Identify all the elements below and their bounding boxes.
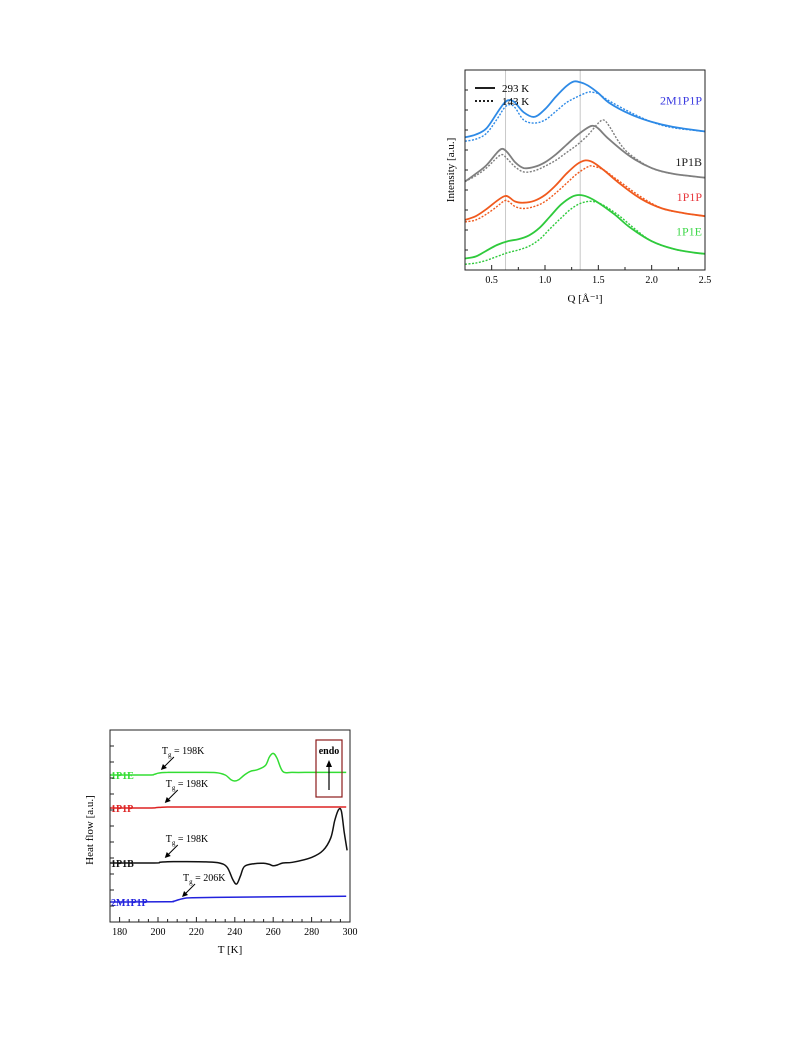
dsc-series-label-1p1e: 1P1E bbox=[111, 771, 134, 782]
dsc-series-label-2m1p1p: 2M1P1P bbox=[111, 898, 148, 909]
xrd-x-axis: 0.5 1.0 1.5 2.0 2.5 bbox=[464, 89, 712, 286]
dsc-series-1p1p bbox=[109, 806, 347, 809]
dsc-x-tick-label: 240 bbox=[227, 927, 242, 938]
xrd-chart-svg: 0.5 1.0 1.5 2.0 2.5 293 K 143 K Q [Å⁻¹] Inte… bbox=[445, 69, 712, 305]
dsc-x-tick-label: 180 bbox=[112, 927, 127, 938]
dsc-series-1p1b bbox=[109, 807, 348, 885]
xrd-series-2m1p1p-dotted bbox=[465, 91, 705, 142]
dsc-series-1p1e bbox=[109, 752, 347, 782]
xrd-series-1p1b-dotted bbox=[465, 119, 705, 183]
dsc-x-tick-label: 200 bbox=[151, 927, 166, 938]
xrd-series-1p1p-dotted bbox=[465, 165, 705, 223]
xrd-legend-solid-label: 293 K bbox=[502, 83, 529, 95]
dsc-tg-label-2m1p1p: Tg = 206K bbox=[183, 873, 226, 886]
dsc-plot-area: 1P1E Tg = 198K 1P1P Tg = 198K 1P1B Tg = 198K 2… bbox=[109, 746, 348, 909]
dsc-series-label-1p1b: 1P1B bbox=[111, 859, 134, 870]
endo-arrow-head-icon bbox=[326, 760, 332, 767]
xrd-series-label-1p1p: 1P1P bbox=[677, 190, 703, 204]
xrd-plot-area bbox=[465, 70, 705, 270]
xrd-x-tick-label: 2.0 bbox=[645, 275, 658, 286]
xrd-x-tick-label: 1.0 bbox=[539, 275, 552, 286]
dsc-tg-label-1p1p: Tg = 198K bbox=[166, 779, 209, 792]
xrd-series-1p1e-solid bbox=[465, 194, 705, 260]
xrd-y-axis-title: Intensity [a.u.] bbox=[445, 138, 457, 202]
dsc-plot-frame bbox=[109, 729, 351, 923]
dsc-x-tick-label: 260 bbox=[266, 927, 281, 938]
dsc-tg-arrow-head-icon bbox=[164, 852, 171, 858]
dsc-y-axis-title: Heat flow [a.u.] bbox=[84, 795, 96, 865]
dsc-x-tick-label: 300 bbox=[343, 927, 358, 938]
dsc-chart: 1P1E Tg = 198K 1P1P Tg = 198K 1P1B Tg = 198K 2… bbox=[80, 720, 370, 960]
xrd-x-axis-title: Q [Å⁻¹] bbox=[567, 293, 602, 305]
dsc-x-axis: 180 200 220 240 260 280 300 bbox=[109, 917, 358, 938]
dsc-tg-arrow-head-icon bbox=[160, 764, 167, 770]
xrd-x-tick-label: 2.5 bbox=[699, 275, 712, 286]
xrd-series-1p1p-solid bbox=[465, 159, 705, 221]
xrd-legend: 293 K 143 K bbox=[475, 83, 529, 108]
xrd-series-label-2m1p1p: 2M1P1P bbox=[660, 94, 702, 108]
dsc-x-axis-title: T [K] bbox=[218, 944, 243, 956]
xrd-series-1p1b-solid bbox=[465, 124, 705, 183]
dsc-tg-label-1p1e: Tg = 198K bbox=[162, 746, 205, 759]
xrd-x-tick-label: 1.5 bbox=[592, 275, 605, 286]
xrd-x-tick-label: 0.5 bbox=[485, 275, 498, 286]
xrd-series-1p1e-dotted bbox=[465, 200, 705, 265]
dsc-series-2m1p1p bbox=[109, 895, 347, 903]
dsc-chart-svg: 1P1E Tg = 198K 1P1P Tg = 198K 1P1B Tg = 198K 2… bbox=[84, 729, 358, 956]
xrd-series-label-1p1e: 1P1E bbox=[676, 224, 702, 238]
dsc-tg-arrow-head-icon bbox=[182, 891, 189, 897]
xrd-legend-dotted-label: 143 K bbox=[502, 96, 529, 108]
endo-box bbox=[315, 739, 343, 798]
dsc-x-tick-label: 280 bbox=[304, 927, 319, 938]
xrd-chart: 0.5 1.0 1.5 2.0 2.5 293 K 143 K Q [Å⁻¹] Inte… bbox=[440, 60, 730, 310]
dsc-tg-arrow-head-icon bbox=[164, 797, 171, 803]
dsc-series-label-1p1p: 1P1P bbox=[111, 804, 133, 815]
xrd-series-2m1p1p-solid bbox=[465, 80, 705, 139]
dsc-x-tick-label: 220 bbox=[189, 927, 204, 938]
dsc-y-axis bbox=[110, 745, 114, 907]
dsc-tg-label-1p1b: Tg = 198K bbox=[166, 834, 209, 847]
endo-label: endo bbox=[319, 746, 340, 757]
xrd-series-label-1p1b: 1P1B bbox=[675, 155, 702, 169]
endo-indicator: endo bbox=[315, 739, 343, 798]
